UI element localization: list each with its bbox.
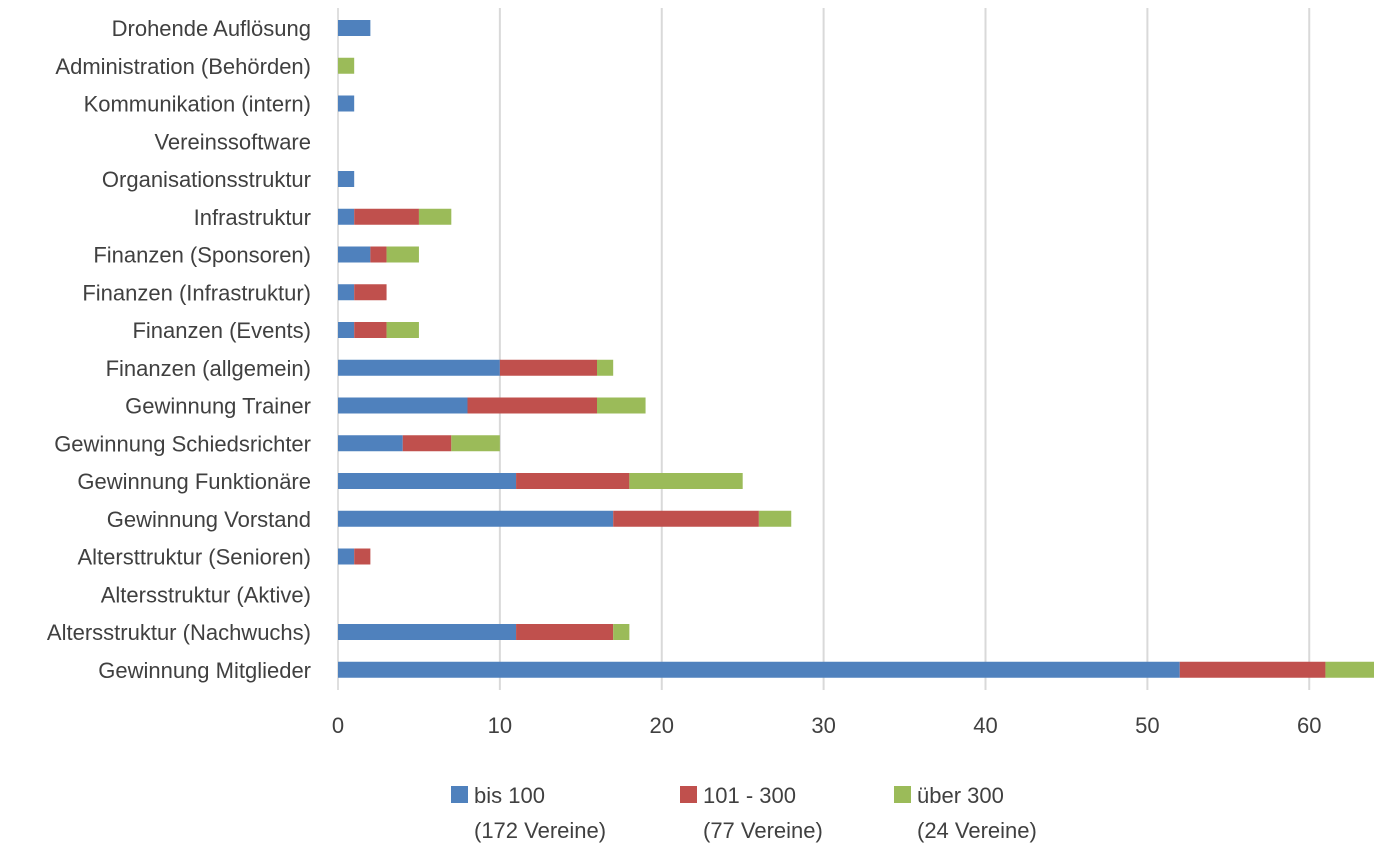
category-labels: Drohende Auflösung Administration (Behörd… [47,16,311,683]
bar-segment [597,397,646,414]
legend-sublabel: (24 Vereine) [917,818,1037,843]
category-label: Organisationsstruktur [102,167,311,192]
bar-segment [354,548,371,565]
category-label: Finanzen (Sponsoren) [93,243,311,268]
x-tick-label: 50 [1135,713,1159,738]
x-tick-label: 10 [488,713,512,738]
category-label: Kommunikation (intern) [84,92,311,117]
bar-segment [354,284,387,301]
bar-segment [370,246,387,263]
category-label: Gewinnung Schiedsrichter [54,431,311,456]
category-label: Administration (Behörden) [55,54,311,79]
category-label: Gewinnung Mitglieder [98,658,311,683]
bar-segment [338,624,517,640]
bar-segment [338,435,403,452]
legend-sublabel: (172 Vereine) [474,818,606,843]
bar-segment [338,359,500,376]
bar-segment [451,435,500,452]
bar-segment [516,624,614,640]
bar-segment [613,624,630,640]
legend-sublabel: (77 Vereine) [703,818,823,843]
category-label: Drohende Auflösung [112,16,311,41]
legend-swatch [451,786,468,803]
category-label: Gewinnung Trainer [125,394,311,419]
bar-segment [1179,661,1326,678]
bar-segment [338,510,614,527]
bar-segment [338,246,371,263]
category-label: Altersstruktur (Nachwuchs) [47,620,311,645]
bar-segment [338,284,355,301]
bar-segment [402,435,452,452]
legend-label: bis 100 [474,783,545,808]
category-label: Finanzen (allgemein) [106,356,311,381]
category-label: Gewinnung Vorstand [107,507,311,532]
legend-swatch [680,786,697,803]
category-label: Finanzen (Events) [132,318,311,343]
x-tick-label: 0 [332,713,344,738]
bar-segment [1325,661,1374,678]
x-tick-label: 60 [1297,713,1321,738]
bar-segment [338,20,371,36]
category-label: Vereinssoftware [154,129,311,154]
bar-segment [338,322,355,338]
bar-segment [338,473,517,489]
category-label: Finanzen (Infrastruktur) [82,280,311,305]
bar-segment [354,208,419,225]
bar-segment [613,510,759,527]
bar-segment [418,208,452,225]
legend-label: über 300 [917,783,1004,808]
x-tick-label: 40 [973,713,997,738]
bar-segment [338,57,355,74]
legend-swatch [894,786,911,803]
bar-segment [354,322,387,338]
bar-segment [338,208,355,225]
bar-segment [597,359,614,376]
bar-segment [516,473,630,489]
category-label: Infrastruktur [194,205,311,230]
bar-segment [386,322,419,338]
bar-segment [499,359,597,376]
bar-segment [338,548,355,565]
bar-segment [758,510,792,527]
x-tick-label: 20 [650,713,674,738]
bar-segment [467,397,597,414]
x-tick-label: 30 [811,713,835,738]
bar-segment [338,95,355,112]
grid-layer [337,8,1311,690]
bar-segment [338,661,1180,678]
legend: bis 100 (172 Vereine) 101 - 300 (77 Vereine… [451,783,1037,843]
bar-segment [629,473,743,489]
x-tick-labels: 0 10 20 30 40 50 60 [332,713,1322,738]
bar-layer [338,20,1374,678]
legend-label: 101 - 300 [703,783,796,808]
category-label: Altersstruktur (Aktive) [101,582,311,607]
category-label: Gewinnung Funktionäre [77,469,311,494]
category-label: Altersttruktur (Senioren) [77,545,311,570]
bar-segment [338,397,468,414]
bar-segment [386,246,419,263]
bar-segment [338,171,355,187]
